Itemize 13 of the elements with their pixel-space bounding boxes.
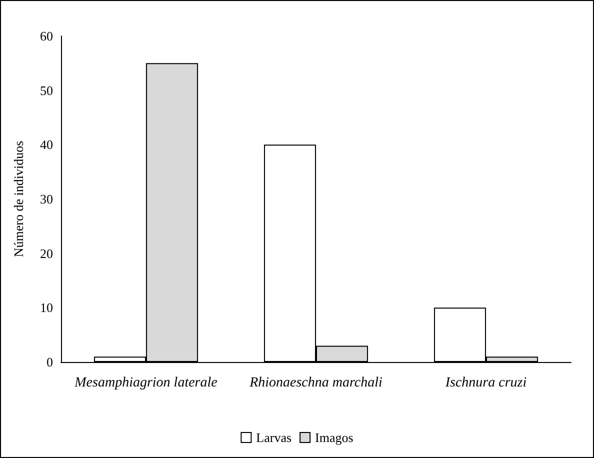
legend-label: Larvas <box>256 430 292 445</box>
y-tick-label: 50 <box>40 82 53 98</box>
y-tick-label: 10 <box>40 300 53 316</box>
x-tick-label: Ischnura cruzi <box>444 376 527 390</box>
x-tick-label: Rhionaeschna marchali <box>248 376 383 390</box>
y-tick-label: 30 <box>40 192 53 206</box>
y-axis-title: Número de individuos <box>11 140 26 258</box>
y-tick-label: 60 <box>40 28 53 44</box>
x-tick-label: Mesamphiagrion laterale <box>74 376 218 390</box>
legend-label: Imagos <box>315 430 354 445</box>
y-tick-label: 0 <box>46 354 53 370</box>
y-tick-label: 20 <box>40 246 53 261</box>
y-tick-label: 40 <box>40 137 53 152</box>
